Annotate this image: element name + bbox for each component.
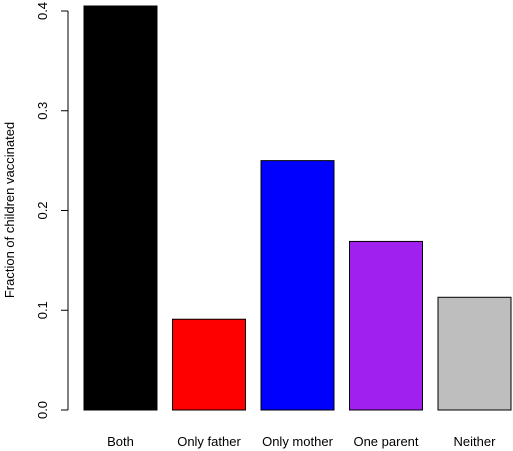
bar-only-father [172, 318, 246, 411]
y-tick-label: 0.1 [35, 301, 50, 319]
x-tick-label: Both [107, 434, 134, 449]
bar-both [83, 5, 158, 411]
y-axis: 0.0 0.1 0.2 0.3 0.4 [35, 2, 69, 419]
x-axis-labels: Both Only father Only mother One parent Neit… [107, 434, 496, 449]
x-tick-label: Only father [177, 434, 241, 449]
x-tick-label: Only mother [262, 434, 333, 449]
bars [83, 5, 512, 411]
y-tick-label: 0.3 [35, 102, 50, 120]
y-tick-label: 0.4 [35, 2, 50, 20]
bar-neither [437, 296, 512, 411]
x-tick-label: One parent [353, 434, 418, 449]
bar-only-mother [260, 160, 335, 411]
y-tick-label: 0.0 [35, 401, 50, 419]
x-tick-label: Neither [454, 434, 497, 449]
y-axis-label: Fraction of children vaccinated [2, 122, 17, 298]
bar-one-parent [349, 240, 423, 411]
y-tick-label: 0.2 [35, 201, 50, 219]
